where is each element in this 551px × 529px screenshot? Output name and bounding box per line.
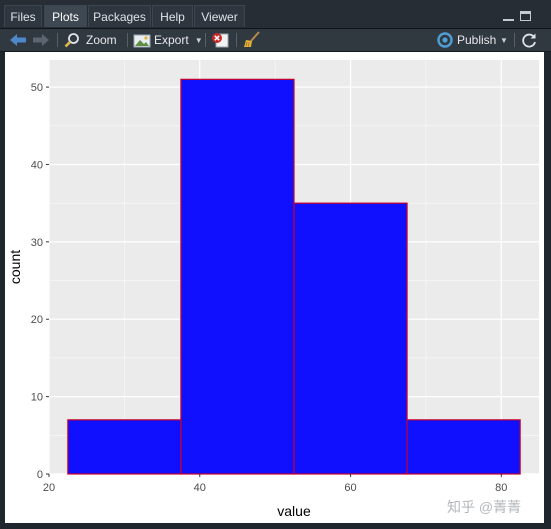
plots-toolbar: Zoom Export ▼ Publish ▼ (0, 29, 551, 52)
x-tick-label: 40 (194, 482, 206, 494)
y-tick-label: 40 (31, 159, 43, 171)
zoom-label: Zoom (86, 33, 117, 47)
y-tick-label: 30 (31, 237, 43, 249)
y-tick-label: 0 (37, 469, 43, 481)
y-tick-label: 50 (31, 82, 43, 94)
x-axis: 20 40 60 80 (43, 474, 507, 494)
publish-button[interactable]: Publish (436, 29, 496, 51)
histogram-bar (406, 419, 521, 475)
plot-viewer: 0 10 20 30 40 50 20 40 60 80 value count (5, 52, 544, 523)
publish-icon (437, 32, 453, 48)
minimize-pane-icon[interactable] (503, 11, 514, 21)
maximize-pane-icon[interactable] (520, 11, 531, 21)
refresh-icon (522, 33, 536, 48)
publish-menu-chevron-down-icon[interactable]: ▼ (500, 35, 508, 45)
arrow-right-icon (33, 34, 49, 46)
x-tick-label: 60 (344, 482, 356, 494)
chevron-down-icon: ▼ (194, 35, 203, 45)
remove-plot-icon (212, 33, 229, 48)
remove-plot-button[interactable] (211, 29, 229, 51)
back-button[interactable] (9, 29, 27, 51)
x-tick-label: 80 (495, 482, 507, 494)
arrow-left-icon (10, 34, 26, 46)
tab-help[interactable]: Help (152, 5, 193, 27)
export-label: Export (154, 33, 189, 47)
toolbar-divider (236, 33, 237, 47)
histogram-chart: 0 10 20 30 40 50 20 40 60 80 value count (7, 60, 539, 519)
y-axis: 0 10 20 30 40 50 (31, 82, 49, 481)
y-tick-label: 20 (31, 314, 43, 326)
export-button[interactable]: Export ▼ (133, 29, 203, 51)
y-axis-title: count (7, 250, 23, 284)
x-axis-title: value (277, 503, 311, 519)
histogram-bar (293, 202, 408, 475)
histogram-bar (67, 419, 182, 475)
tab-viewer[interactable]: Viewer (194, 5, 245, 27)
tab-packages[interactable]: Packages (88, 5, 151, 27)
clear-all-plots-button[interactable] (243, 29, 261, 51)
zoom-button[interactable]: Zoom (64, 29, 117, 51)
histogram-bars (67, 78, 521, 475)
x-tick-label: 20 (43, 482, 55, 494)
publish-label: Publish (457, 33, 497, 47)
pane-tab-bar: Files Plots Packages Help Viewer (0, 0, 551, 29)
toolbar-divider (514, 33, 515, 47)
tab-plots[interactable]: Plots (44, 5, 87, 27)
refresh-plot-button[interactable] (520, 29, 538, 51)
forward-button[interactable] (32, 29, 50, 51)
histogram-bar (180, 78, 295, 475)
watermark: 知乎 @菁菁 (447, 499, 522, 515)
toolbar-divider (57, 33, 58, 47)
toolbar-divider (205, 33, 206, 47)
y-tick-label: 10 (31, 392, 43, 404)
toolbar-divider (127, 33, 128, 47)
magnifier-icon (64, 33, 79, 48)
export-image-icon (133, 34, 151, 47)
tab-files[interactable]: Files (4, 5, 42, 27)
broom-icon (244, 31, 260, 47)
